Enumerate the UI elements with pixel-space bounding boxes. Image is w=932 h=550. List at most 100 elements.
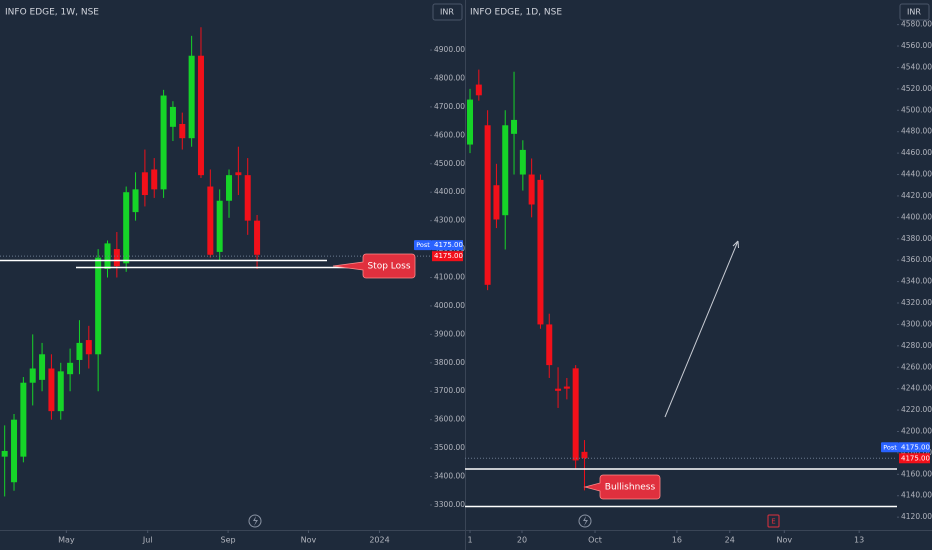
event-box: [767, 514, 780, 528]
callout-text: Stop Loss: [367, 262, 410, 272]
x-tick-label: Oct: [588, 536, 602, 545]
y-tick-label: 3400.00: [434, 472, 465, 481]
candle-body: [132, 189, 139, 213]
bolt-icon: [578, 514, 592, 528]
y-tick-label: 4320.00: [901, 298, 932, 307]
candle-body: [29, 368, 36, 383]
post-price-label: 4175.00: [434, 241, 463, 249]
y-tick-label: 4700.00: [434, 102, 465, 111]
trend-arrow: [664, 240, 739, 418]
candle-body: [519, 149, 526, 175]
bolt-icon: [248, 514, 262, 528]
candle-body: [226, 175, 233, 201]
candle-body: [160, 95, 167, 190]
y-tick-label: 4800.00: [434, 73, 465, 82]
y-tick-label: 3700.00: [434, 386, 465, 395]
y-tick-label: 4300.00: [434, 216, 465, 225]
y-tick-label: 3900.00: [434, 329, 465, 338]
bolt-glyph: [583, 516, 588, 526]
y-tick-label: 4260.00: [901, 362, 932, 371]
y-tick-label: 4140.00: [901, 491, 932, 500]
y-tick-label: 4220.00: [901, 405, 932, 414]
post-price-box: [432, 240, 463, 251]
candle-body: [67, 362, 74, 375]
last-price-box: [432, 251, 463, 262]
x-tick-label: 2024: [369, 536, 389, 545]
y-tick-label: 4380.00: [901, 234, 932, 243]
y-tick-label: 4580.00: [901, 20, 932, 29]
x-tick-label: Nov: [776, 536, 792, 545]
candle-body: [95, 257, 102, 355]
x-tick-label: May: [58, 536, 75, 545]
last-price-box: [899, 453, 930, 464]
x-tick-label: 13: [854, 536, 864, 545]
candle-body: [85, 340, 92, 355]
session-box: [881, 442, 899, 453]
candle-body: [502, 125, 509, 216]
y-tick-label: 4900.00: [434, 45, 465, 54]
y-tick-label: 4180.00: [901, 448, 932, 457]
candle-body: [216, 200, 223, 252]
candle-body: [207, 186, 214, 255]
candle-body: [123, 192, 130, 264]
candle-body: [1, 450, 8, 457]
candle-body: [48, 368, 55, 412]
y-tick-label: 4500.00: [901, 105, 932, 114]
trend-arrow-head: [732, 240, 739, 249]
y-tick-label: 4120.00: [901, 512, 932, 521]
y-tick-label: 4400.00: [901, 212, 932, 221]
y-tick-label: 3800.00: [434, 358, 465, 367]
candle-body: [546, 324, 553, 366]
y-tick-label: 4500.00: [434, 159, 465, 168]
y-tick-label: 4160.00: [901, 469, 932, 478]
candle-body: [76, 342, 83, 360]
chart-title: INFO EDGE, 1D, NSE: [470, 8, 562, 18]
y-tick-label: 4000.00: [434, 301, 465, 310]
y-tick-label: 4400.00: [434, 187, 465, 196]
y-tick-label: 4560.00: [901, 41, 932, 50]
x-tick-label: 16: [672, 536, 682, 545]
chart-title: INFO EDGE, 1W, NSE: [5, 8, 99, 18]
y-tick-label: 4240.00: [901, 384, 932, 393]
candle-body: [475, 84, 482, 96]
candle-body: [141, 172, 148, 196]
y-tick-label: 4600.00: [434, 130, 465, 139]
y-tick-label: 4420.00: [901, 191, 932, 200]
candle-body: [581, 451, 588, 459]
candle-body: [113, 249, 120, 267]
candle-body: [484, 125, 491, 285]
x-tick-label: 20: [517, 536, 527, 545]
candle-body: [20, 382, 27, 457]
callout-text: Bullishness: [605, 483, 656, 493]
currency-label: INR: [907, 8, 921, 17]
candle-body: [537, 179, 544, 325]
x-tick-label: 24: [725, 536, 735, 545]
x-tick-label: 1: [467, 536, 472, 545]
candle-body: [39, 354, 46, 380]
candle-body: [254, 220, 261, 255]
candle-body: [511, 119, 518, 134]
event-marker: E: [771, 518, 775, 526]
x-tick-label: Sep: [221, 536, 236, 545]
candle-body: [467, 99, 474, 145]
y-tick-label: 4200.00: [901, 426, 932, 435]
candle-body: [563, 386, 570, 389]
y-tick-label: 4280.00: [901, 341, 932, 350]
y-tick-label: 4100.00: [434, 273, 465, 282]
callout-box: [332, 253, 416, 279]
candle-body: [555, 388, 562, 391]
x-tick-label: Nov: [301, 536, 317, 545]
candle-body: [151, 169, 158, 190]
candle-body: [188, 55, 195, 139]
y-tick-label: 4360.00: [901, 255, 932, 264]
candle-body: [244, 175, 251, 221]
candle-body: [493, 185, 500, 220]
y-tick-label: 3600.00: [434, 415, 465, 424]
currency-label: INR: [440, 8, 454, 17]
currency-box: [899, 3, 930, 21]
y-tick-label: 4300.00: [901, 319, 932, 328]
y-tick-label: 4340.00: [901, 277, 932, 286]
candle-body: [572, 368, 579, 461]
candle-body: [235, 172, 242, 176]
